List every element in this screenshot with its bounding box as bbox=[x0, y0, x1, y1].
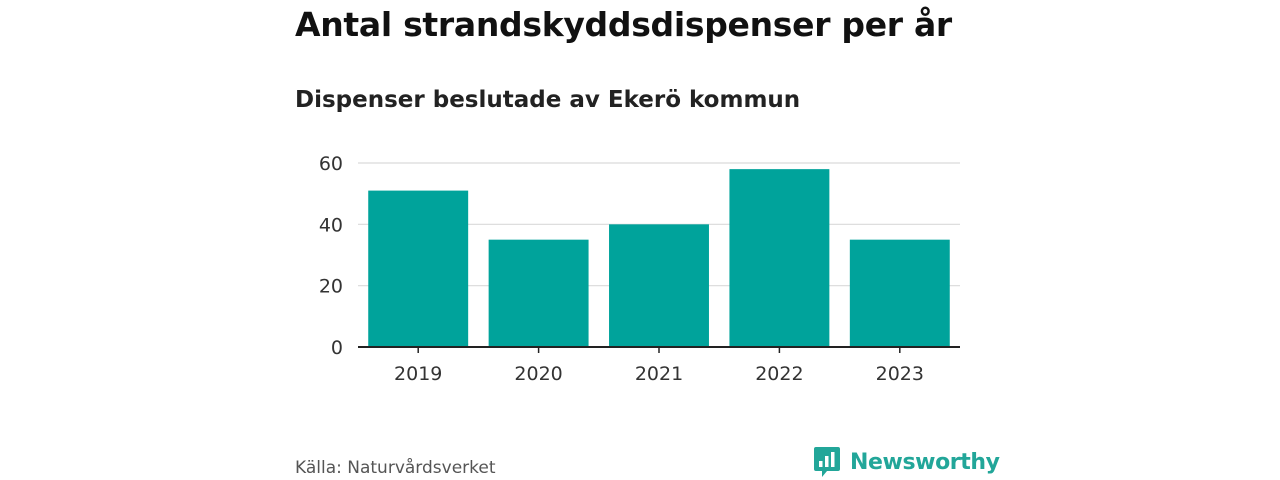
bars bbox=[368, 169, 950, 347]
bar-2022 bbox=[729, 169, 830, 347]
x-tick-label: 2019 bbox=[394, 363, 442, 385]
bar-2019 bbox=[368, 190, 469, 347]
chart-subtitle: Dispenser beslutade av Ekerö kommun bbox=[295, 87, 801, 113]
y-tick-label: 0 bbox=[331, 337, 343, 359]
bar-2021 bbox=[609, 224, 709, 347]
chart-title: Antal strandskyddsdispenser per år bbox=[295, 5, 952, 44]
y-tick-label: 20 bbox=[319, 276, 343, 298]
y-tick-label: 40 bbox=[319, 214, 343, 236]
newsworthy-logo-icon bbox=[814, 447, 840, 477]
y-axis-ticks: 0 20 40 60 bbox=[319, 153, 343, 359]
x-axis-ticks: 2019 2020 2021 2022 2023 bbox=[394, 347, 924, 385]
x-tick-label: 2022 bbox=[755, 363, 803, 385]
bar-2023 bbox=[849, 239, 950, 347]
y-tick-label: 60 bbox=[319, 153, 343, 175]
bar-2020 bbox=[488, 239, 589, 347]
x-tick-label: 2023 bbox=[876, 363, 924, 385]
bar-chart: 0 20 40 60 2019 2020 2021 2022 2023 bbox=[319, 153, 960, 385]
source-note: Källa: Naturvårdsverket bbox=[295, 458, 496, 478]
newsworthy-logo-text: Newsworthy bbox=[850, 449, 1000, 475]
x-tick-label: 2020 bbox=[514, 363, 562, 385]
x-tick-label: 2021 bbox=[635, 363, 683, 385]
newsworthy-logo: Newsworthy bbox=[813, 445, 1000, 479]
